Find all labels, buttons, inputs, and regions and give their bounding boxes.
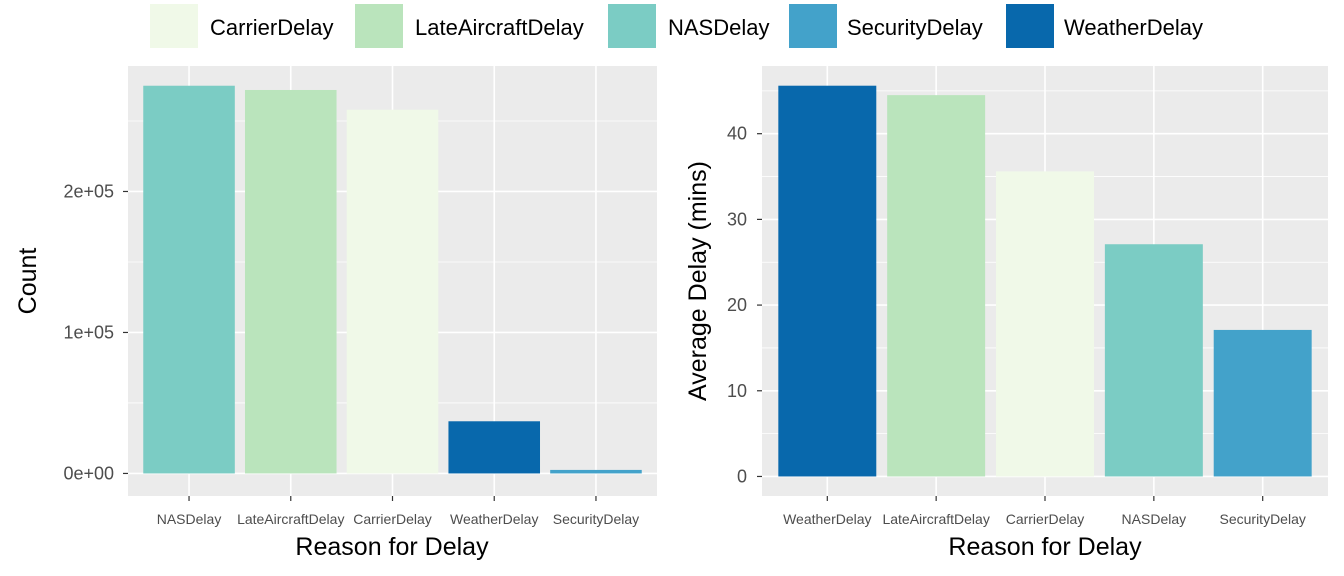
legend-key-CarrierDelay [150,4,198,48]
x-axis-title: Reason for Delay [948,533,1142,561]
x-tick-label: NASDelay [1122,511,1187,527]
bar-WeatherDelay [778,85,877,477]
legend-label: CarrierDelay [210,15,333,40]
bar-CarrierDelay [996,171,1094,477]
bar-SecurityDelay [1213,329,1312,477]
bar-LateAircraftDelay [887,95,986,477]
count-chart: 0e+00 1e+05 2e+05 NASDelay LateAircraftDelay… [14,66,657,561]
legend-label: LateAircraftDelay [415,15,584,40]
legend-key-LateAircraftDelay [355,4,403,48]
x-tick-label: WeatherDelay [450,511,538,527]
x-tick-label: CarrierDelay [1006,511,1085,527]
x-tick-label: SecurityDelay [1220,511,1306,527]
legend-label: SecurityDelay [847,15,983,40]
bar-LateAircraftDelay [244,89,337,474]
bar-SecurityDelay [550,469,642,474]
legend-label: NASDelay [668,15,769,40]
average-delay-chart: 0 10 20 30 40 WeatherDelay LateAircraftDelay Ca… [684,66,1328,561]
y-tick-label: 10 [727,381,747,401]
x-tick-label: LateAircraftDelay [882,511,989,527]
bar-NASDelay [1104,244,1203,477]
y-tick-label: 1e+05 [63,322,114,342]
y-tick-label: 0 [737,466,747,486]
y-tick-label: 0e+00 [63,463,114,483]
y-tick-label: 30 [727,209,747,229]
bar-NASDelay [143,85,235,474]
y-tick-label: 20 [727,295,747,315]
y-axis-title: Average Delay (mins) [684,161,712,401]
y-axis-title: Count [14,248,42,315]
legend-key-SecurityDelay [789,4,837,48]
y-tick-label: 40 [727,124,747,144]
legend-label: WeatherDelay [1064,15,1203,40]
x-axis-title: Reason for Delay [295,533,489,561]
x-tick-label: NASDelay [157,511,222,527]
bar-WeatherDelay [448,421,541,474]
x-tick-label: CarrierDelay [353,511,432,527]
bar-CarrierDelay [346,109,439,474]
x-tick-label: LateAircraftDelay [237,511,344,527]
y-tick-label: 2e+05 [63,181,114,201]
legend: CarrierDelay LateAircraftDelay NASDelay Sec… [150,4,1203,48]
legend-key-WeatherDelay [1006,4,1054,48]
x-tick-label: SecurityDelay [553,511,639,527]
legend-key-NASDelay [608,4,656,48]
x-tick-label: WeatherDelay [783,511,871,527]
